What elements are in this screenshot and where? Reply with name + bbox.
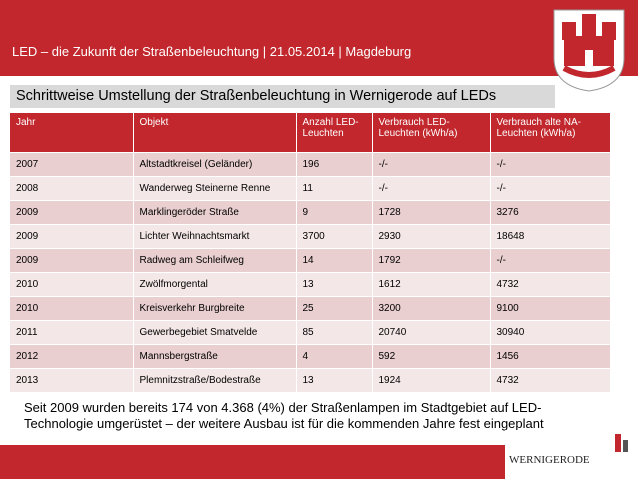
table-cell: 2008 <box>10 176 134 201</box>
table-cell: 13 <box>296 368 373 392</box>
logo-icon <box>615 434 628 452</box>
table-row: 2008 Wanderweg Steinerne Renne 11 -/- -/- <box>10 176 611 201</box>
table-cell: Kreisverkehr Burgbreite <box>133 296 297 321</box>
table-cell: 4732 <box>490 272 611 297</box>
table-cell: 2009 <box>10 224 134 249</box>
table-cell: 9100 <box>490 296 611 321</box>
crest <box>553 9 625 92</box>
table-cell: 2009 <box>10 248 134 273</box>
table-cell: 1612 <box>372 272 491 297</box>
table-cell: 25 <box>296 296 373 321</box>
table-cell: Altstadtkreisel (Geländer) <box>133 152 297 177</box>
table-row: 2009 Radweg am Schleifweg 14 1792 -/- <box>10 248 611 273</box>
table-cell: 85 <box>296 320 373 345</box>
footnote: Seit 2009 wurden bereits 174 von 4.368 (… <box>24 400 544 431</box>
table-cell: -/- <box>372 152 491 177</box>
table-cell: 1456 <box>490 344 611 369</box>
table-row: 2007 Altstadtkreisel (Geländer) 196 -/- -/- <box>10 152 611 177</box>
column-header: Verbrauch LED-Leuchten (kWh/a) <box>372 113 491 153</box>
table-row: 2010 Zwölfmorgental 13 1612 4732 <box>10 272 611 297</box>
table-cell: 2010 <box>10 296 134 321</box>
table-row: 2013 Plemnitzstraße/Bodestraße 13 1924 4732 <box>10 368 611 392</box>
table-cell: 1792 <box>372 248 491 273</box>
column-header: Jahr <box>10 113 134 153</box>
table-cell: Wanderweg Steinerne Renne <box>133 176 297 201</box>
table-cell: 9 <box>296 200 373 225</box>
table-cell: 2010 <box>10 272 134 297</box>
table-cell: 196 <box>296 152 373 177</box>
header-title: LED – die Zukunft der Straßenbeleuchtung… <box>12 44 412 59</box>
table-cell: 3700 <box>296 224 373 249</box>
table-cell: Plemnitzstraße/Bodestraße <box>133 368 297 392</box>
data-table: Jahr Objekt Anzahl LED-Leuchten Verbrauch L… <box>10 113 611 392</box>
table-cell: Radweg am Schleifweg <box>133 248 297 273</box>
table-cell: -/- <box>490 152 611 177</box>
column-header: Objekt <box>133 113 297 153</box>
table-cell: 2011 <box>10 320 134 345</box>
table-cell: 2009 <box>10 200 134 225</box>
logo: WERNIGERODE <box>505 430 638 479</box>
column-header: Verbrauch alte NA-Leuchten (kWh/a) <box>490 113 611 153</box>
table-cell: 18648 <box>490 224 611 249</box>
logo-text: WERNIGERODE <box>509 454 590 466</box>
table-cell: 13 <box>296 272 373 297</box>
table-cell: 11 <box>296 176 373 201</box>
table-cell: 30940 <box>490 320 611 345</box>
table-cell: 3200 <box>372 296 491 321</box>
table-cell: Mannsbergstraße <box>133 344 297 369</box>
table-cell: -/- <box>490 176 611 201</box>
subtitle: Schrittweise Umstellung der Straßenbeleu… <box>10 85 555 108</box>
table-cell: 14 <box>296 248 373 273</box>
table-cell: -/- <box>372 176 491 201</box>
table-cell: 2930 <box>372 224 491 249</box>
column-header: Anzahl LED-Leuchten <box>296 113 373 153</box>
table-cell: 20740 <box>372 320 491 345</box>
table-row: 2012 Mannsbergstraße 4 592 1456 <box>10 344 611 369</box>
table-cell: Gewerbegebiet Smatvelde <box>133 320 297 345</box>
table-row: 2009 Marklingeröder Straße 9 1728 3276 <box>10 200 611 225</box>
table-cell: Lichter Weihnachtsmarkt <box>133 224 297 249</box>
table-cell: 1728 <box>372 200 491 225</box>
table-cell: 2012 <box>10 344 134 369</box>
header-band <box>0 0 638 76</box>
table-cell: 4 <box>296 344 373 369</box>
table-cell: 4732 <box>490 368 611 392</box>
table-cell: 2013 <box>10 368 134 392</box>
table-row: 2010 Kreisverkehr Burgbreite 25 3200 9100 <box>10 296 611 321</box>
table-row: 2011 Gewerbegebiet Smatvelde 85 20740 30940 <box>10 320 611 345</box>
table-cell: 2007 <box>10 152 134 177</box>
table-row: 2009 Lichter Weihnachtsmarkt 3700 2930 18648 <box>10 224 611 249</box>
table-cell: -/- <box>490 248 611 273</box>
table-cell: Marklingeröder Straße <box>133 200 297 225</box>
table-cell: 1924 <box>372 368 491 392</box>
table-cell: 3276 <box>490 200 611 225</box>
table-cell: Zwölfmorgental <box>133 272 297 297</box>
table-cell: 592 <box>372 344 491 369</box>
